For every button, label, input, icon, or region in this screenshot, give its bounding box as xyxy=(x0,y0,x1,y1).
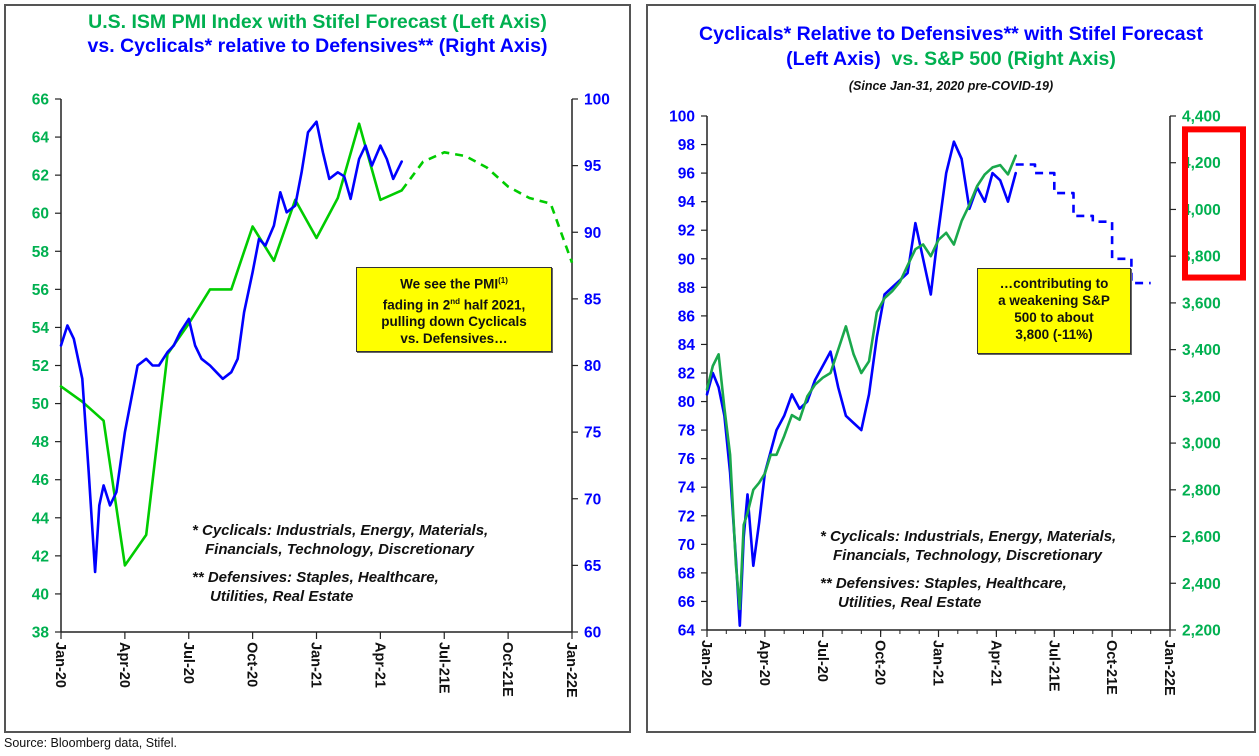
y-left-tick-label: 52 xyxy=(32,358,49,375)
x-tick-label: Jul-21E xyxy=(435,642,451,694)
y-left-tick-label: 46 xyxy=(32,472,50,489)
y-right-tick-label: 60 xyxy=(584,625,601,642)
left-chart-title-line1: U.S. ISM PMI Index with Stifel Forecast … xyxy=(88,11,547,33)
x-tick-label: Oct-21E xyxy=(499,642,515,697)
x-tick-label: Jan-22E xyxy=(563,642,579,698)
y-left-tick-label: 62 xyxy=(32,168,49,185)
y-left-tick-label: 40 xyxy=(32,586,49,603)
right-chart-title-line2: (Left Axis) vs. S&P 500 (Right Axis) xyxy=(646,48,1256,71)
y-right-tick-label: 65 xyxy=(584,558,602,575)
right-chart-panel xyxy=(646,4,1256,733)
y-left-tick-label: 38 xyxy=(32,625,50,642)
x-tick-label: Jan-20 xyxy=(52,642,68,688)
title-left-axis-part: (Left Axis) xyxy=(786,48,881,70)
callout-superscript: nd xyxy=(450,296,460,306)
y-left-tick-label: 50 xyxy=(32,396,49,413)
callout-superscript: (1) xyxy=(498,276,508,285)
y-left-tick-label: 42 xyxy=(32,548,49,565)
series-line-ism-pmi-stifel-forecast- xyxy=(400,151,574,264)
right-chart-title-line1: Cyclicals* Relative to Defensives** with… xyxy=(699,23,1203,45)
title-right-axis-part: vs. S&P 500 (Right Axis) xyxy=(880,48,1116,70)
x-tick-label: Apr-21 xyxy=(371,642,387,688)
callout-line: half 2021, xyxy=(459,297,526,312)
y-right-tick-label: 70 xyxy=(584,491,601,508)
series-line-cyclicals-relative-to-defensives xyxy=(59,120,404,574)
left-note-cyclicals: * Cyclicals: Industrials, Energy, Materi… xyxy=(192,522,489,539)
right-note-defensives-cont: Utilities, Real Estate xyxy=(838,594,982,611)
source-footnote: Source: Bloomberg data, Stifel. xyxy=(4,736,178,750)
y-left-tick-label: 44 xyxy=(32,510,50,527)
right-callout-box: …contributing to a weakening S&P 500 to … xyxy=(977,268,1131,354)
left-callout-box: We see the PMI(1) fading in 2nd half 202… xyxy=(356,267,552,352)
y-right-tick-label: 75 xyxy=(584,425,602,442)
callout-line: fading in 2 xyxy=(382,297,451,312)
y-left-tick-label: 64 xyxy=(32,130,50,147)
callout-line: …contributing to xyxy=(999,276,1109,291)
right-chart-subtitle: (Since Jan-31, 2020 pre-COVID-19) xyxy=(848,79,1054,93)
callout-line: a weakening S&P xyxy=(998,293,1110,308)
callout-line: pulling down Cyclicals xyxy=(381,314,527,329)
y-left-tick-label: 48 xyxy=(32,434,50,451)
x-tick-label: Jul-20 xyxy=(180,642,196,684)
callout-line: 500 to about xyxy=(1014,310,1094,325)
x-tick-label: Jan-21 xyxy=(308,642,324,688)
x-tick-label: Apr-20 xyxy=(116,642,132,688)
y-left-tick-label: 54 xyxy=(32,320,50,337)
callout-line: 3,800 (-11%) xyxy=(1015,327,1093,342)
left-note-defensives: ** Defensives: Staples, Healthcare, xyxy=(192,569,439,586)
left-note-defensives-cont: Utilities, Real Estate xyxy=(210,588,354,605)
y-right-tick-label: 80 xyxy=(584,358,601,375)
left-chart-title-line2: vs. Cyclicals* relative to Defensives** … xyxy=(87,35,548,57)
y-right-tick-label: 85 xyxy=(584,291,602,308)
left-chart-svg: 38 40 42 44 46 48 50 52 54 56 58 60 62 64 66 60 65 70 75 80… xyxy=(32,92,610,698)
left-note-cyclicals-cont: Financials, Technology, Discretionary xyxy=(205,541,474,558)
y-left-tick-label: 66 xyxy=(32,92,50,109)
callout-line: We see the PMI xyxy=(400,276,499,292)
y-left-tick-label: 58 xyxy=(32,244,50,261)
y-right-tick-label: 100 xyxy=(584,92,610,109)
right-note-cyclicals: * Cyclicals: Industrials, Energy, Materi… xyxy=(820,528,1117,545)
right-note-cyclicals-cont: Financials, Technology, Discretionary xyxy=(833,547,1102,564)
y-left-tick-label: 56 xyxy=(32,282,50,299)
y-left-tick-label: 60 xyxy=(32,206,49,223)
y-right-tick-label: 90 xyxy=(584,225,601,242)
right-note-defensives: ** Defensives: Staples, Healthcare, xyxy=(820,575,1067,592)
x-tick-label: Oct-20 xyxy=(244,642,260,687)
y-right-tick-label: 95 xyxy=(584,158,602,175)
callout-line: vs. Defensives… xyxy=(400,331,508,346)
